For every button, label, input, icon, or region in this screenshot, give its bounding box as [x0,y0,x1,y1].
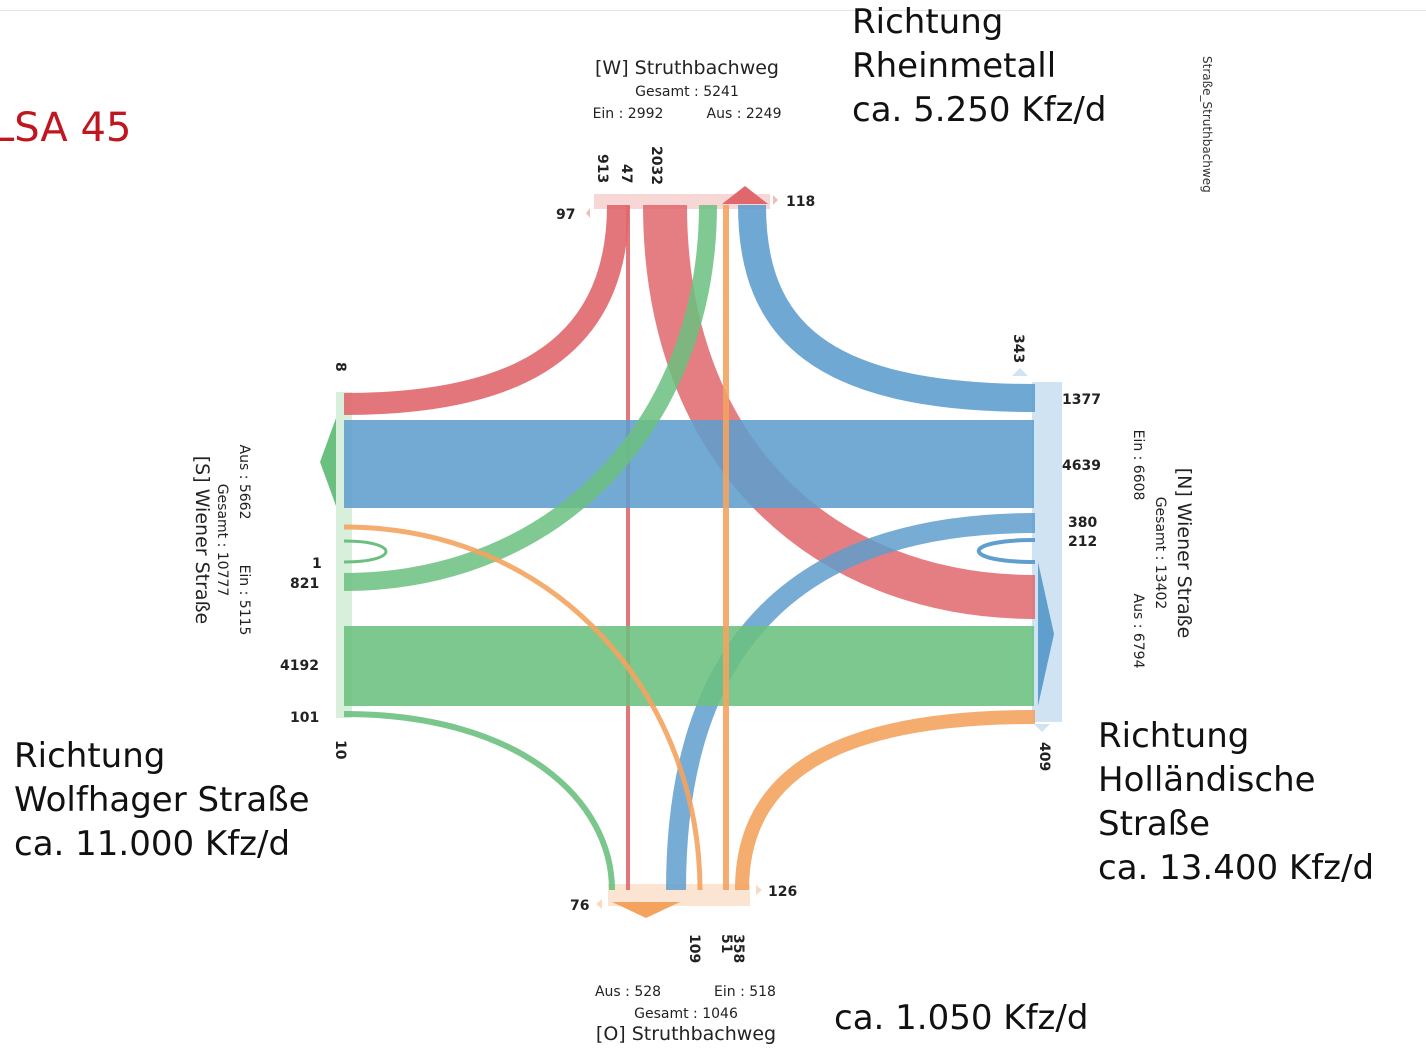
label-409: 409 [1036,742,1052,771]
label-47: 47 [618,164,634,183]
north-exit-arrow [1038,562,1054,706]
arm-o-name: [O] Struthbachweg [596,1023,776,1045]
west-exit-arrow [722,186,768,204]
label-97: 97 [556,207,575,223]
flow-o-to-n [735,710,1036,891]
small-arrow-409 [1034,724,1050,732]
node-bar-ost [608,884,750,906]
label-380: 380 [1068,515,1097,531]
north-annotation-line2: Rheinmetall [852,46,1057,86]
arm-s-name: [S] Wiener Straße [191,456,213,624]
arm-s-aus: Aus : 5662 [236,445,252,520]
arm-w-name: [W] Struthbachweg [595,57,779,79]
label-109: 109 [686,934,702,963]
label-1: 1 [312,556,322,572]
arm-w-aus: Aus : 2249 [707,106,782,122]
arm-s-header: [S] Wiener Straße Gesamt : 10777 Aus : 5… [191,445,252,636]
flow-n-to-o [666,513,1036,891]
north-annotation: Richtung Rheinmetall ca. 5.250 Kfz/d [852,0,1106,132]
arm-n-gesamt: Gesamt : 13402 [1152,497,1168,610]
west-annotation-line3: ca. 11.000 Kfz/d [14,824,291,864]
arm-s-gesamt: Gesamt : 10777 [214,484,230,597]
south-exit-arrow [320,418,336,506]
label-2032: 2032 [648,146,664,185]
arm-w-ein: Ein : 2992 [593,106,664,122]
top-divider [0,10,1426,11]
page-title: LSA 45 [0,105,132,151]
small-arrow-76 [596,899,602,909]
arm-n-name: [N] Wiener Straße [1173,468,1195,639]
label-1377: 1377 [1062,392,1101,408]
east-annotation-line3: ca. 13.400 Kfz/d [1098,848,1375,888]
ost-exit-arrow [612,902,680,918]
label-358: 358 [730,934,746,963]
arm-w-gesamt: Gesamt : 5241 [635,84,739,100]
flow-s-to-o [343,711,615,891]
flow-s-to-n [344,626,1034,706]
small-arrow-343 [1012,368,1028,376]
label-118: 118 [786,194,815,210]
south-annotation: ca. 1.050 Kfz/d [834,998,1089,1038]
arm-n-aus: Aus : 6794 [1130,594,1146,669]
flow-s-uturn [343,539,388,564]
label-913: 913 [594,154,610,183]
label-126: 126 [768,884,797,900]
west-annotation: Richtung Wolfhager Straße ca. 11.000 Kfz… [14,734,310,866]
label-51: 51 [718,934,734,953]
east-annotation: Richtung Holländische Straße ca. 13.400 … [1098,714,1426,890]
label-10: 10 [332,740,348,760]
east-annotation-line1: Richtung [1098,716,1250,756]
flow-n-uturn [976,538,1036,564]
label-212: 212 [1068,534,1097,550]
flow-o-to-s [343,524,703,891]
east-annotation-line2: Holländische Straße [1098,760,1316,844]
flow-n-to-s [344,420,1034,508]
label-343: 343 [1010,334,1026,363]
arm-s-ein: Ein : 5115 [236,565,252,636]
north-annotation-line1: Richtung [852,2,1004,42]
small-arrow-126 [756,885,762,895]
label-76: 76 [570,898,589,914]
label-821: 821 [290,576,319,592]
label-8: 8 [332,362,348,372]
west-annotation-line2: Wolfhager Straße [14,780,310,820]
arm-o-ein: Ein : 518 [714,984,776,1000]
small-arrow-118 [773,195,778,205]
flow-n-to-w [738,204,1036,412]
flow-s-to-w [343,204,717,591]
west-annotation-line1: Richtung [14,736,166,776]
node-bar-north [1032,382,1062,722]
small-arrow-97 [586,208,590,218]
arm-n-ein: Ein : 6608 [1130,430,1146,501]
flow-w-to-s [343,204,629,415]
label-4639: 4639 [1062,458,1101,474]
label-4192: 4192 [280,658,319,674]
label-101: 101 [290,710,319,726]
arm-o-gesamt: Gesamt : 1046 [634,1006,738,1022]
arm-o-aus: Aus : 528 [595,984,661,1000]
arm-n-header: [N] Wiener Straße Gesamt : 13402 Ein : 6… [1130,430,1195,669]
north-annotation-line3: ca. 5.250 Kfz/d [852,90,1107,130]
